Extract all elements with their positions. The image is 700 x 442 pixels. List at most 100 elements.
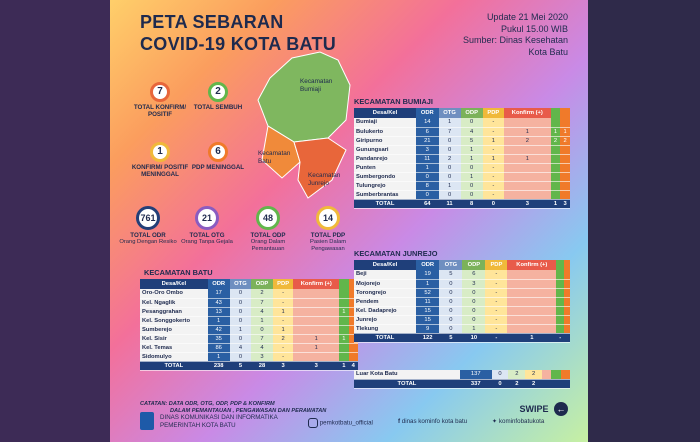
table-total-row: TOTAL 238 5 28 3 3 1 4 bbox=[140, 361, 358, 371]
swipe-button[interactable]: SWIPE ← bbox=[519, 402, 568, 416]
table-total-row: TOTAL 122 5 10-1- bbox=[354, 333, 570, 343]
table-cell: 1 bbox=[460, 145, 483, 155]
table-cell bbox=[556, 270, 565, 280]
column-header: Konfirm (+) bbox=[293, 279, 340, 289]
table-cell bbox=[564, 315, 570, 325]
table-cell: 0 bbox=[229, 307, 252, 317]
table-cell: 137 bbox=[459, 370, 492, 380]
table-cell: 0 bbox=[460, 118, 483, 128]
table-cell bbox=[348, 307, 358, 317]
table-cell bbox=[560, 181, 570, 191]
table-cell bbox=[339, 316, 349, 326]
table-row: Kel. Dadaprejo 15 0 0- bbox=[354, 306, 570, 316]
table-cell bbox=[293, 289, 340, 299]
table-cell: 0 bbox=[229, 316, 252, 326]
table-cell: 0 bbox=[462, 315, 486, 325]
table-cell bbox=[556, 288, 565, 298]
stat-sub: Orang Tanpa Gejala bbox=[181, 239, 233, 246]
table-cell bbox=[564, 288, 570, 298]
table-cell: Punten bbox=[354, 163, 417, 173]
table-cell bbox=[507, 279, 557, 289]
table-cell: Kel. Temas bbox=[140, 343, 208, 353]
table-cell: 35 bbox=[207, 334, 230, 344]
stat-value: 48 bbox=[256, 206, 280, 230]
table-cell bbox=[560, 118, 570, 128]
table-cell: 0 bbox=[482, 199, 504, 209]
table-cell: 14 bbox=[416, 118, 439, 128]
map-batu bbox=[261, 125, 301, 179]
table-cell bbox=[556, 306, 565, 316]
district-map bbox=[257, 51, 351, 199]
table-cell bbox=[503, 190, 551, 200]
left-margin bbox=[0, 0, 110, 442]
stat-label: TOTAL SEMBUH bbox=[193, 104, 243, 111]
table-cell: - bbox=[482, 172, 504, 182]
table-cell: 9 bbox=[415, 324, 440, 334]
table-cell: 8 bbox=[416, 181, 439, 191]
instagram-handle: pemkotbatu_official bbox=[319, 419, 373, 427]
stat-total-konfirm: 7 TOTAL KONFIRM/ POSITIF bbox=[128, 82, 192, 119]
table-cell: Oro-Oro Ombo bbox=[140, 289, 208, 299]
table-cell bbox=[507, 324, 557, 334]
table-cell: - bbox=[485, 333, 508, 343]
column-header: Konfirm (+) bbox=[503, 108, 551, 118]
table-cell: 1 bbox=[460, 172, 483, 182]
table-cell bbox=[507, 315, 557, 325]
table-row: Mojorejo 1 0 3- bbox=[354, 279, 570, 289]
table-cell: 3 bbox=[293, 361, 340, 371]
table-row: Kel. Songgokerto 1 0 1- bbox=[140, 316, 358, 326]
table-batu: Desa/Kel ODR OTG ODP PDP Konfirm (+) Oro-Oro O… bbox=[140, 279, 358, 371]
table-cell bbox=[348, 298, 358, 308]
footer-facebook[interactable]: f dinas kominfo kota batu bbox=[398, 418, 467, 425]
table-cell: 1 bbox=[339, 361, 349, 371]
stat-label: TOTAL PDP bbox=[310, 232, 346, 239]
table-cell: - bbox=[482, 190, 504, 200]
table-cell bbox=[560, 172, 570, 182]
column-header: Konfirm (+) bbox=[507, 260, 557, 270]
table-cell: Kel. Dadaprejo bbox=[354, 306, 416, 316]
stat-total-pdp: 14 TOTAL PDP Pasien Dalam Pengawasan bbox=[296, 206, 360, 253]
table-bumiaji: Desa/Kel ODR OTG ODP PDP Konfirm (+) Bumiaji 14… bbox=[354, 108, 570, 209]
section-title-junrejo: KECAMATAN JUNREJO bbox=[354, 249, 438, 258]
table-cell: 7 bbox=[251, 298, 273, 308]
table-cell: 0 bbox=[416, 190, 439, 200]
table-cell: - bbox=[556, 333, 565, 343]
column-header: ODP bbox=[251, 279, 273, 289]
column-header: ODP bbox=[462, 260, 486, 270]
table-cell bbox=[560, 154, 570, 164]
kota-batu-logo bbox=[140, 412, 154, 430]
table-cell: - bbox=[272, 316, 294, 326]
table-cell: 0 bbox=[460, 181, 483, 191]
table-cell: - bbox=[485, 306, 508, 316]
table-cell bbox=[503, 163, 551, 173]
footer-twitter[interactable]: ✦ kominfobatukota bbox=[492, 418, 544, 425]
table-cell: Kel. Sisir bbox=[140, 334, 208, 344]
map-label-junrejo: Kecamatan Junrejo bbox=[308, 172, 341, 187]
table-cell bbox=[550, 181, 561, 191]
table-cell: - bbox=[482, 145, 504, 155]
table-cell: - bbox=[482, 181, 504, 191]
column-header: ODR bbox=[416, 108, 439, 118]
stat-value: 1 bbox=[150, 142, 170, 162]
footnote: CATATAN: DATA ODR, OTG, ODP, PDP & KONFI… bbox=[140, 401, 326, 415]
table-cell bbox=[550, 118, 561, 128]
instagram-icon bbox=[308, 418, 318, 428]
table-cell: 2 bbox=[438, 154, 461, 164]
table-cell bbox=[293, 325, 340, 335]
table-row: Giripurno 21 0 5 1 2 2 2 bbox=[354, 136, 570, 146]
table-cell: 0 bbox=[439, 315, 463, 325]
table-row: Oro-Oro Ombo 17 0 2- bbox=[140, 289, 358, 299]
table-cell: 3 bbox=[503, 199, 551, 209]
table-cell: 238 bbox=[207, 361, 230, 371]
table-cell bbox=[550, 172, 561, 182]
table-cell: 3 bbox=[462, 279, 486, 289]
table-cell bbox=[550, 163, 561, 173]
table-row: Pandanrejo 11 2 1 1 1 bbox=[354, 154, 570, 164]
table-cell: - bbox=[485, 270, 508, 280]
update-source: Sumber: Dinas Kesehatan bbox=[462, 35, 568, 45]
footer-instagram[interactable]: pemkotbatu_official bbox=[308, 418, 373, 428]
table-cell: 3 bbox=[416, 145, 439, 155]
table-cell: Pesanggrahan bbox=[140, 307, 208, 317]
table-cell bbox=[551, 370, 561, 380]
table-cell bbox=[348, 352, 358, 362]
